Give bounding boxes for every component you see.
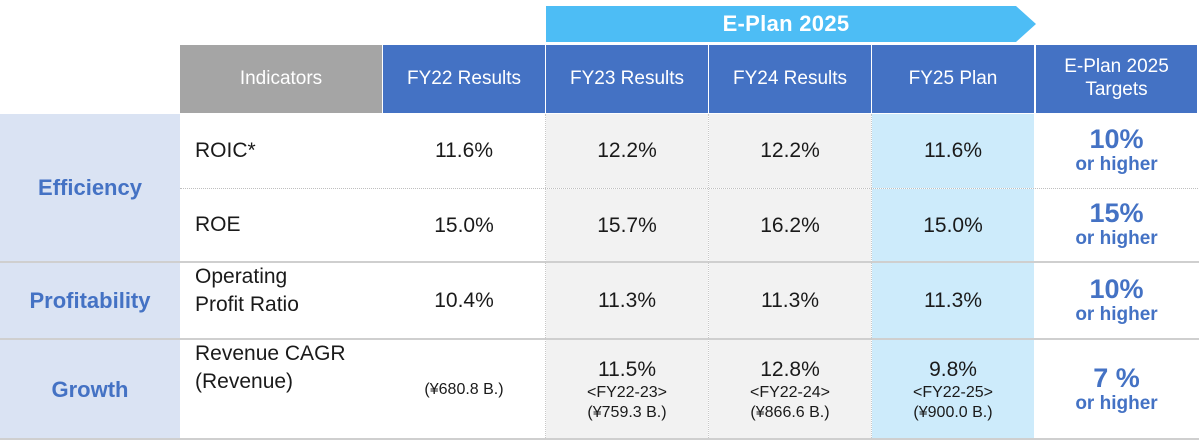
header-targets-line1: E-Plan 2025 bbox=[1064, 56, 1169, 78]
opr-target-text: or higher bbox=[1075, 303, 1158, 325]
roe-fy24: 16.2% bbox=[709, 189, 871, 262]
cagr-fy23-period: <FY22-23> bbox=[586, 384, 668, 402]
cagr-fy25-period: <FY22-25> bbox=[912, 384, 994, 402]
cagr-fy24: 12.8% <FY22-24> (¥866.6 B.) bbox=[709, 340, 871, 440]
opr-label-line2: Profit Ratio bbox=[195, 293, 299, 317]
opr-label-line1: Operating bbox=[195, 265, 288, 288]
header-targets-line2: Targets bbox=[1085, 79, 1148, 100]
cagr-fy23-revenue: (¥759.3 B.) bbox=[587, 404, 667, 422]
cagr-fy24-value: 12.8% bbox=[760, 357, 820, 381]
roic-fy25-plan: 11.6% bbox=[872, 114, 1034, 188]
roic-fy24: 12.2% bbox=[709, 114, 871, 188]
roe-target-value: 15% bbox=[1089, 198, 1144, 229]
roic-target-value: 10% bbox=[1089, 123, 1144, 154]
header-fy22-results: FY22 Results bbox=[383, 45, 545, 113]
divider-profitability-growth bbox=[0, 338, 1199, 340]
divider-efficiency-profitability bbox=[0, 261, 1199, 263]
opr-fy25-plan: 11.3% bbox=[872, 263, 1034, 339]
banner-arrow-shape bbox=[546, 6, 1036, 42]
cagr-fy25-value: 9.8% bbox=[929, 357, 977, 381]
row-label-revenue-cagr: Revenue CAGR (Revenue) bbox=[180, 340, 382, 440]
cagr-fy23-value: 11.5% bbox=[598, 357, 656, 381]
cagr-fy23: 11.5% <FY22-23> (¥759.3 B.) bbox=[546, 340, 708, 440]
row-label-roe: ROE bbox=[180, 189, 382, 262]
banner-label: E-Plan 2025 bbox=[722, 11, 850, 36]
cagr-target: 7 % or higher bbox=[1036, 340, 1197, 440]
roic-fy22: 11.6% bbox=[383, 114, 545, 188]
header-fy25-plan: FY25 Plan bbox=[872, 45, 1034, 113]
divider-bottom bbox=[0, 438, 1199, 440]
header-fy23-results: FY23 Results bbox=[546, 45, 708, 113]
header-e-plan-targets: E-Plan 2025 Targets bbox=[1036, 45, 1197, 113]
row-label-operating-profit-ratio: Operating Profit Ratio bbox=[180, 263, 382, 339]
opr-fy24: 11.3% bbox=[709, 263, 871, 339]
roic-target: 10% or higher bbox=[1036, 114, 1197, 188]
category-growth: Growth bbox=[0, 340, 180, 440]
e-plan-banner: E-Plan 2025 bbox=[546, 6, 1036, 42]
opr-target: 10% or higher bbox=[1036, 263, 1197, 339]
header-indicators: Indicators bbox=[180, 45, 382, 113]
roic-fy23: 12.2% bbox=[546, 114, 708, 188]
roe-target: 15% or higher bbox=[1036, 189, 1197, 262]
roe-fy23: 15.7% bbox=[546, 189, 708, 262]
cagr-label-line1: Revenue CAGR bbox=[195, 342, 346, 365]
cagr-fy25-revenue: (¥900.0 B.) bbox=[913, 404, 993, 422]
cagr-target-text: or higher bbox=[1075, 392, 1158, 414]
cagr-fy25-plan: 9.8% <FY22-25> (¥900.0 B.) bbox=[872, 340, 1034, 440]
opr-fy23: 11.3% bbox=[546, 263, 708, 339]
roe-target-text: or higher bbox=[1075, 228, 1158, 250]
cagr-label-line2: (Revenue) bbox=[195, 370, 294, 394]
column-divider-2 bbox=[708, 114, 709, 438]
row-label-roic: ROIC* bbox=[180, 114, 382, 188]
header-fy24-results: FY24 Results bbox=[709, 45, 871, 113]
cagr-fy22: (¥680.8 B.) bbox=[383, 340, 545, 440]
column-divider-1 bbox=[545, 114, 546, 438]
cagr-fy24-revenue: (¥866.6 B.) bbox=[750, 404, 830, 422]
category-profitability: Profitability bbox=[0, 263, 180, 339]
roe-fy22: 15.0% bbox=[383, 189, 545, 262]
cagr-fy22-revenue: (¥680.8 B.) bbox=[424, 381, 504, 398]
opr-target-value: 10% bbox=[1089, 273, 1144, 304]
category-efficiency: Efficiency bbox=[0, 114, 180, 262]
cagr-target-value: 7 % bbox=[1093, 362, 1140, 393]
opr-fy22: 10.4% bbox=[383, 263, 545, 339]
roe-fy25-plan: 15.0% bbox=[872, 189, 1034, 262]
divider-roic-roe bbox=[180, 188, 1198, 189]
roic-target-text: or higher bbox=[1075, 153, 1158, 175]
column-divider-3 bbox=[871, 114, 872, 438]
cagr-fy24-period: <FY22-24> bbox=[749, 384, 831, 402]
